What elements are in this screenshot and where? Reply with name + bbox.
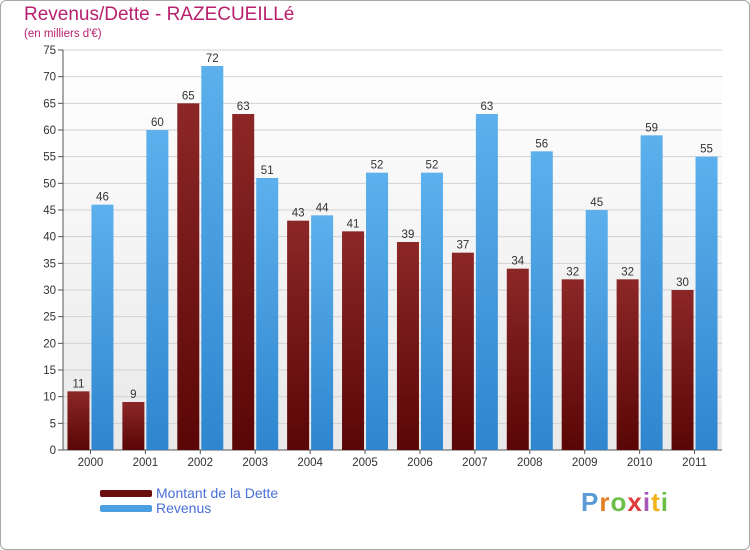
bar-debt <box>232 114 255 450</box>
bar-revenue <box>530 151 553 451</box>
data-label-debt: 41 <box>347 218 360 230</box>
bar-revenue <box>585 210 608 450</box>
data-label-revenue: 52 <box>371 160 384 172</box>
legend-label-revenue: Revenus <box>156 500 212 516</box>
y-tick-label: 70 <box>43 72 56 84</box>
y-tick-label: 55 <box>43 152 56 164</box>
x-tick-label: 2005 <box>352 457 378 469</box>
data-label-debt: 9 <box>130 389 136 401</box>
bar-debt <box>451 252 474 450</box>
bar-revenue <box>420 172 443 450</box>
bar-revenue <box>640 135 663 451</box>
data-label-revenue: 72 <box>206 53 219 65</box>
y-tick-label: 45 <box>43 205 56 217</box>
data-label-debt: 37 <box>456 240 469 252</box>
chart-subtitle: (en milliers d'€) <box>24 28 102 40</box>
y-tick-label: 5 <box>50 418 56 430</box>
y-tick-label: 20 <box>43 338 56 350</box>
data-label-revenue: 60 <box>151 117 164 129</box>
data-label-debt: 34 <box>511 256 524 268</box>
data-label-debt: 30 <box>676 277 689 289</box>
proxiti-logo: Proxiti <box>581 487 669 517</box>
x-tick-label: 2009 <box>572 457 598 469</box>
legend-label-debt: Montant de la Dette <box>156 485 279 501</box>
y-tick-label: 60 <box>43 125 56 137</box>
bar-debt <box>561 279 584 450</box>
chart-title: Revenus/Dette - RAZECUEILLé <box>24 4 295 25</box>
x-tick-label: 2008 <box>517 457 543 469</box>
y-tick-label: 10 <box>43 392 56 404</box>
x-tick-label: 2004 <box>297 457 323 469</box>
x-tick-label: 2001 <box>133 457 159 469</box>
x-tick-label: 2000 <box>78 457 104 469</box>
y-tick-label: 40 <box>43 232 56 244</box>
x-tick-label: 2006 <box>407 457 433 469</box>
data-label-debt: 65 <box>182 90 195 102</box>
bar-revenue <box>311 215 334 450</box>
bar-revenue <box>695 156 718 450</box>
y-tick-label: 35 <box>43 258 56 270</box>
x-tick-label: 2007 <box>462 457 488 469</box>
plot-area <box>63 50 722 450</box>
data-label-debt: 11 <box>72 378 84 390</box>
bar-debt <box>616 279 639 450</box>
legend-swatch-revenue <box>100 505 152 512</box>
data-label-revenue: 52 <box>426 160 439 172</box>
data-label-revenue: 55 <box>700 144 713 156</box>
bar-revenue <box>201 66 224 450</box>
data-label-revenue: 51 <box>261 165 274 177</box>
y-tick-label: 0 <box>50 445 56 457</box>
y-tick-label: 50 <box>43 178 56 190</box>
bar-revenue <box>91 204 114 450</box>
data-label-revenue: 46 <box>96 192 109 204</box>
legend-swatch-debt <box>100 490 152 497</box>
y-tick-label: 30 <box>43 285 56 297</box>
bar-debt <box>396 242 419 450</box>
x-tick-label: 2010 <box>627 457 653 469</box>
bar-debt <box>67 391 90 450</box>
x-tick-label: 2003 <box>242 457 268 469</box>
bar-debt <box>506 268 529 450</box>
data-label-debt: 43 <box>292 208 305 220</box>
x-tick-label: 2011 <box>682 457 707 469</box>
data-label-debt: 32 <box>566 266 579 278</box>
bar-debt <box>342 231 365 450</box>
bar-revenue <box>475 114 498 450</box>
data-label-debt: 32 <box>621 266 634 278</box>
y-tick-label: 15 <box>43 365 56 377</box>
bar-debt <box>122 402 145 450</box>
data-label-revenue: 63 <box>480 101 493 113</box>
bar-revenue <box>366 172 389 450</box>
y-tick-label: 25 <box>43 312 56 324</box>
bar-debt <box>177 103 200 450</box>
data-label-debt: 63 <box>237 101 250 113</box>
x-tick-label: 2002 <box>187 457 213 469</box>
data-label-debt: 39 <box>402 229 415 241</box>
data-label-revenue: 59 <box>645 122 658 134</box>
data-label-revenue: 56 <box>535 138 548 150</box>
bar-revenue <box>146 130 169 450</box>
bar-debt <box>671 290 694 450</box>
data-label-revenue: 44 <box>316 202 329 214</box>
y-tick-label: 65 <box>43 98 56 110</box>
data-label-revenue: 45 <box>590 197 603 209</box>
bar-revenue <box>256 178 279 450</box>
y-tick-label: 75 <box>43 45 56 57</box>
bar-debt <box>287 220 310 450</box>
